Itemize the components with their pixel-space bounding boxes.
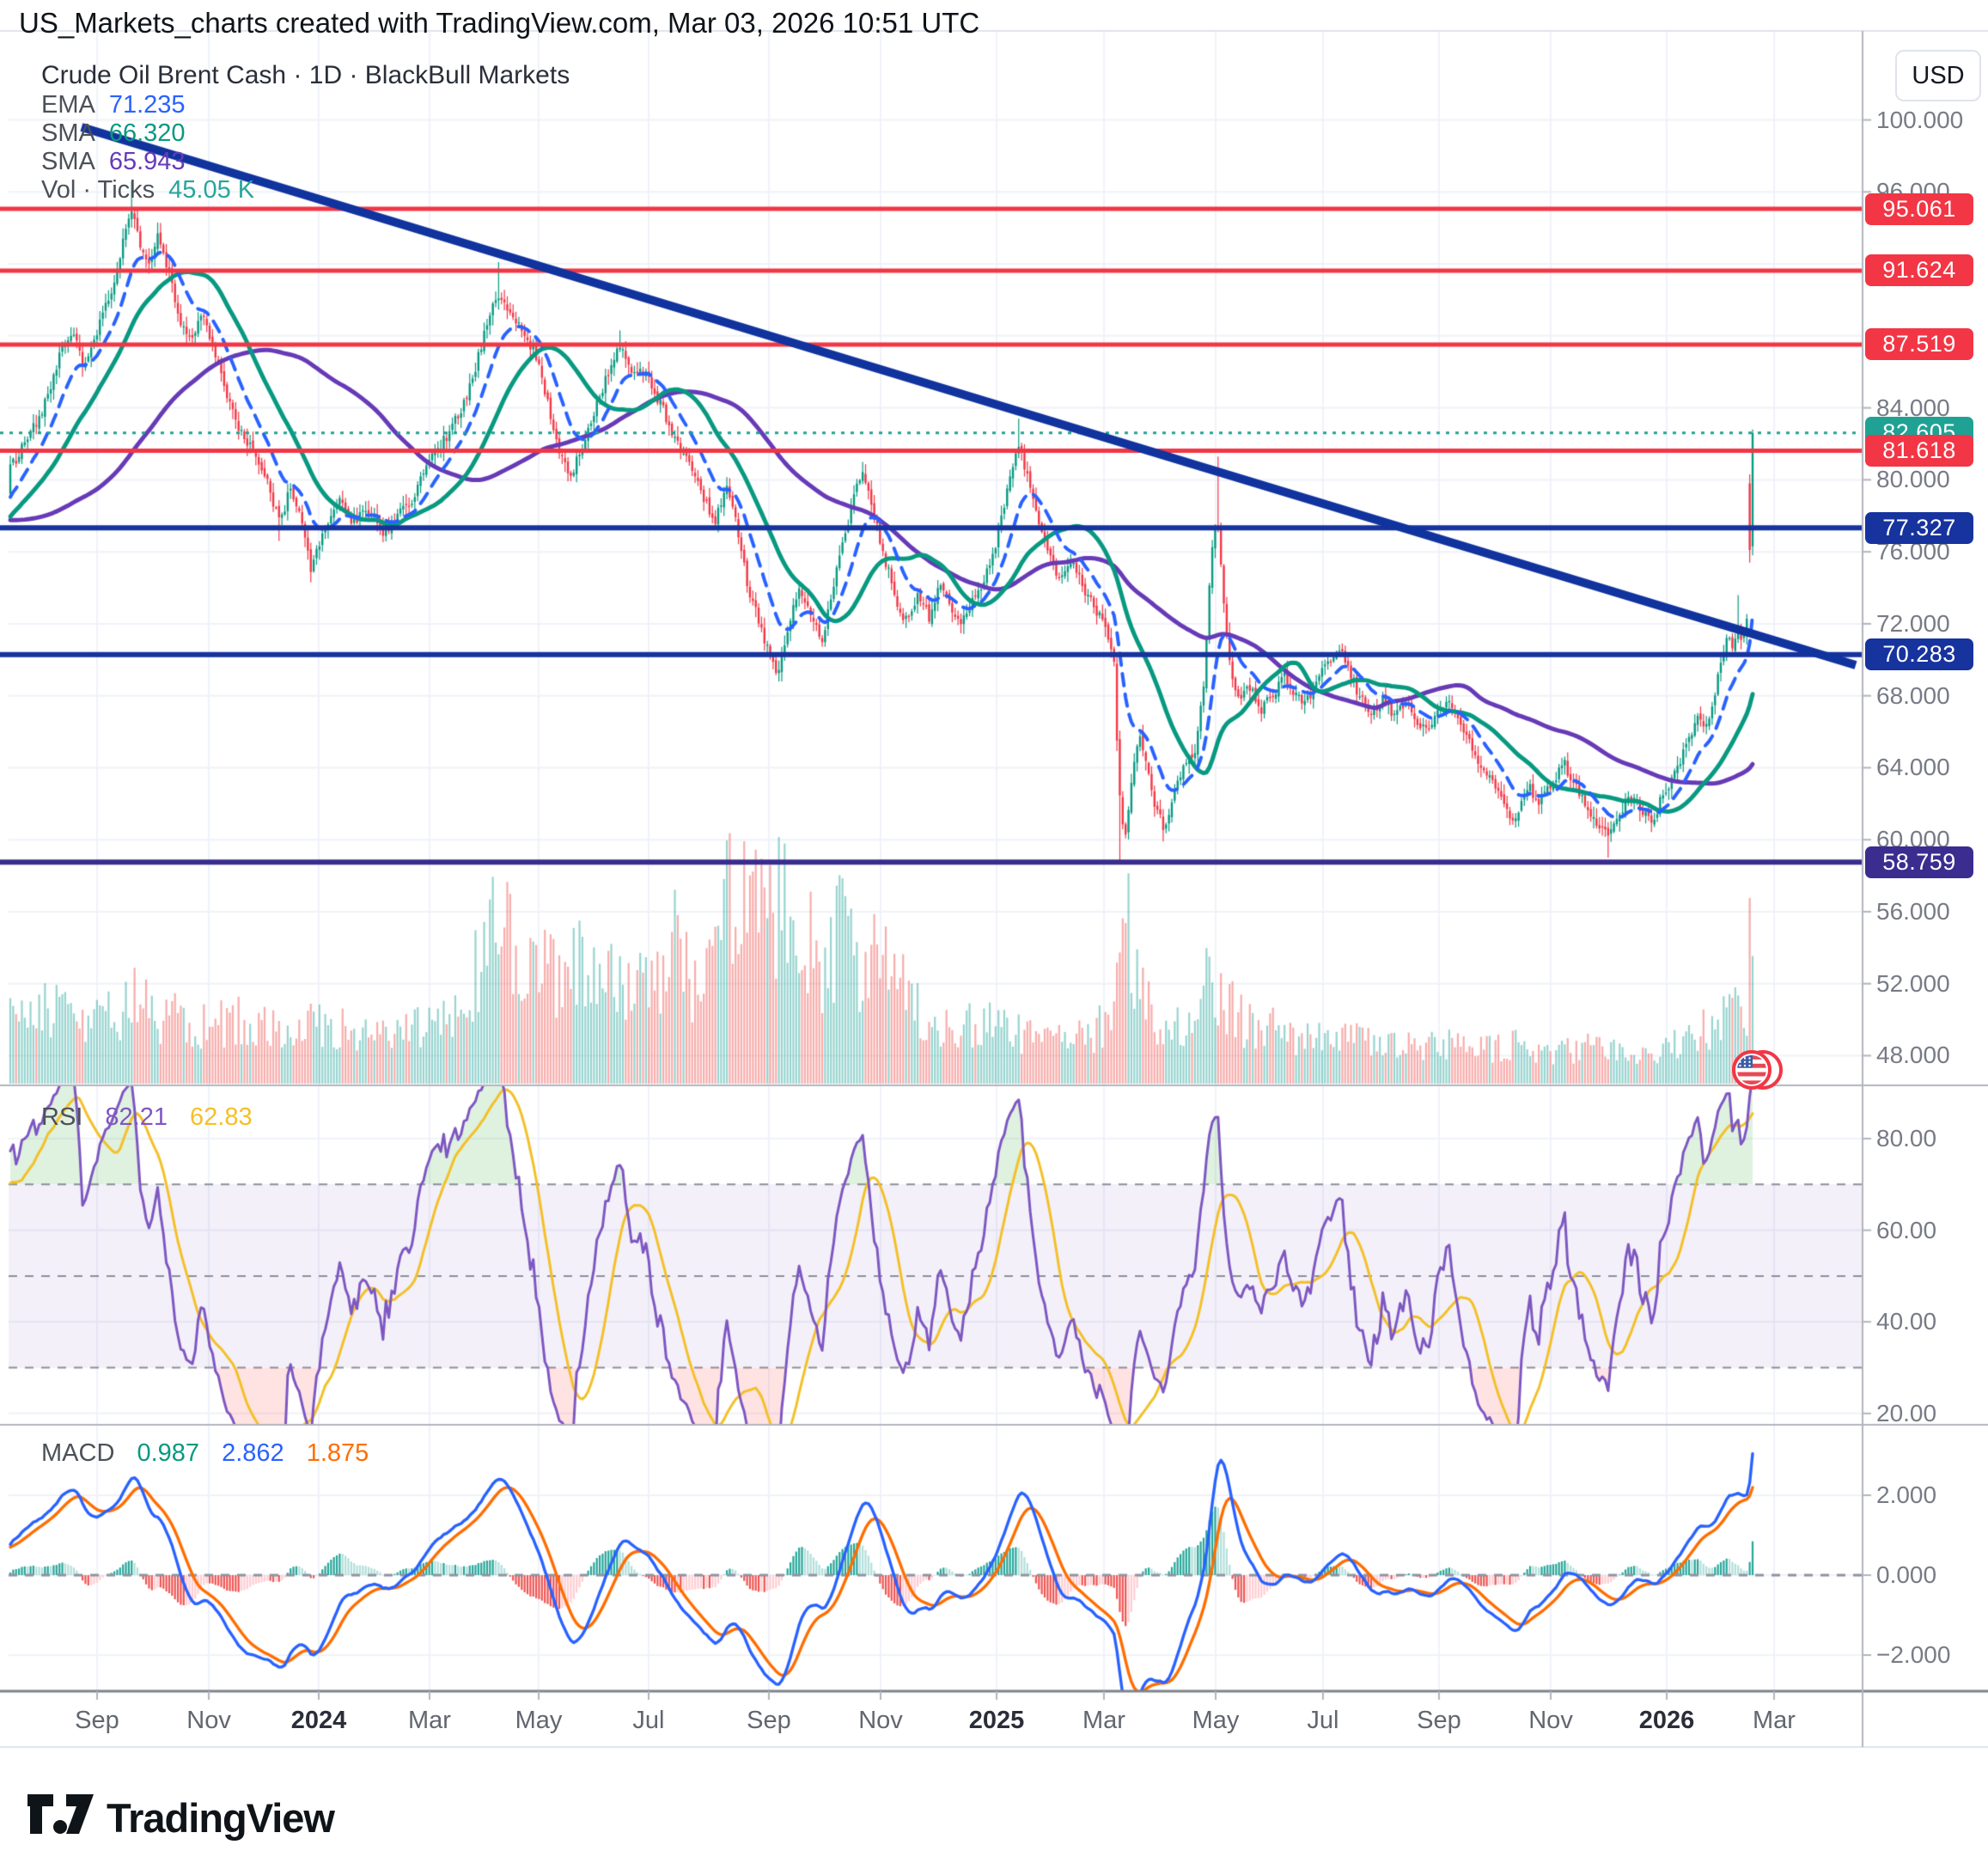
indicator-value: 45.05 K [168,176,255,204]
time-axis-month-label: May [1192,1707,1240,1734]
tradingview-logo-text: TradingView [107,1794,335,1841]
indicator-value: 65.943 [108,148,186,175]
rsi-ma-value: 62.83 [190,1103,253,1131]
macd-line-value: 2.862 [222,1439,284,1467]
price-level-badge[interactable]: 81.618 [1865,434,1973,467]
macd-label: MACD [41,1439,115,1467]
legend-row-volume[interactable]: Vol · Ticks 45.05 K [41,176,570,205]
legend-row-sma-slow[interactable]: SMA 65.943 [41,148,570,176]
indicator-value: 71.235 [108,91,186,119]
macd-hist-value: 0.987 [137,1439,200,1467]
rsi-value: 82.21 [105,1103,168,1131]
rsi-tick-label: 20.00 [1876,1399,1937,1426]
time-axis-month-label: Jul [632,1707,665,1734]
price-tick-label: 48.000 [1876,1042,1950,1069]
time-axis-month-label: May [515,1707,563,1734]
macd-tick-label: 0.000 [1876,1561,1937,1588]
time-axis-month-label: Mar [1082,1707,1125,1734]
tradingview-logo-mark [27,1794,94,1834]
page-title: US_Markets_charts created with TradingVi… [19,7,980,39]
rsi-tick-label: 80.00 [1876,1125,1937,1152]
time-axis-month-label: Sep [1417,1707,1461,1734]
indicator-label: Vol · Ticks [41,176,156,204]
rsi-legend[interactable]: RSI 82.21 62.83 [41,1103,268,1132]
time-axis-month-label: Mar [1752,1707,1796,1734]
price-tick-label: 80.000 [1876,466,1950,493]
indicator-value: 66.320 [108,119,186,147]
currency-button[interactable]: USD [1895,50,1981,101]
price-tick-label: 52.000 [1876,969,1950,997]
macd-legend[interactable]: MACD 0.987 2.862 1.875 [41,1439,384,1468]
price-level-badge[interactable]: 95.061 [1865,192,1973,225]
indicator-label: SMA [41,119,95,147]
symbol-title[interactable]: Crude Oil Brent Cash · 1D · BlackBull Ma… [41,61,570,89]
time-axis-month-label: Jul [1307,1707,1339,1734]
time-axis-month-label: Nov [858,1707,903,1734]
main-legend: Crude Oil Brent Cash · 1D · BlackBull Ma… [41,60,570,205]
indicator-label: EMA [41,91,95,119]
price-tick-label: 56.000 [1876,897,1950,925]
tradingview-logo[interactable]: TradingView [26,1791,335,1844]
macd-signal-value: 1.875 [306,1439,369,1467]
price-tick-label: 68.000 [1876,681,1950,709]
macd-tick-label: 2.000 [1876,1481,1937,1508]
rsi-tick-label: 40.00 [1876,1308,1937,1335]
price-tick-label: 84.000 [1876,394,1950,421]
time-axis-month-label: Nov [186,1707,231,1734]
price-level-badge[interactable]: 91.624 [1865,254,1973,287]
time-axis-year-label: 2025 [968,1707,1025,1734]
rsi-tick-label: 60.00 [1876,1216,1937,1243]
price-level-badge[interactable]: 77.327 [1865,511,1973,544]
price-level-badge[interactable]: 58.759 [1865,846,1973,878]
price-tick-label: 72.000 [1876,609,1950,637]
time-axis-month-label: Mar [408,1707,451,1734]
price-level-badge[interactable]: 70.283 [1865,638,1973,671]
us-flag-icon [1727,1045,1787,1101]
time-axis-month-label: Nov [1528,1707,1573,1734]
time-axis-month-label: Sep [747,1707,791,1734]
legend-row-ema[interactable]: EMA 71.235 [41,91,570,119]
price-tick-label: 100.000 [1876,106,1964,133]
time-axis-month-label: Sep [75,1707,119,1734]
rsi-label: RSI [41,1103,83,1131]
time-axis-year-label: 2026 [1638,1707,1695,1734]
legend-row-sma-fast[interactable]: SMA 66.320 [41,119,570,148]
price-level-badge[interactable]: 87.519 [1865,328,1973,361]
time-axis-year-label: 2024 [290,1707,347,1734]
indicator-label: SMA [41,148,95,175]
price-tick-label: 64.000 [1876,754,1950,781]
macd-tick-label: −2.000 [1876,1641,1951,1668]
